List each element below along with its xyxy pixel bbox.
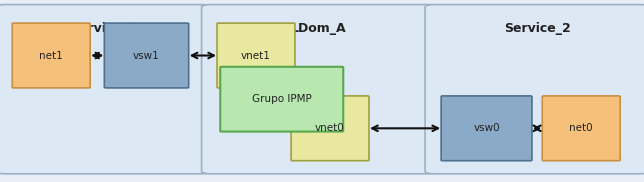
FancyBboxPatch shape xyxy=(441,96,532,161)
Text: vsw1: vsw1 xyxy=(133,51,160,60)
Text: Service_2: Service_2 xyxy=(504,22,571,35)
FancyBboxPatch shape xyxy=(0,5,211,174)
FancyBboxPatch shape xyxy=(217,23,295,88)
FancyBboxPatch shape xyxy=(104,23,189,88)
FancyBboxPatch shape xyxy=(12,23,90,88)
FancyBboxPatch shape xyxy=(220,67,343,132)
Text: LDom_A: LDom_A xyxy=(291,22,347,35)
Text: vsw0: vsw0 xyxy=(473,123,500,133)
FancyBboxPatch shape xyxy=(425,5,644,174)
Text: Service_1: Service_1 xyxy=(70,22,137,35)
Text: vnet1: vnet1 xyxy=(241,51,271,60)
FancyBboxPatch shape xyxy=(202,5,437,174)
FancyBboxPatch shape xyxy=(542,96,620,161)
Text: Grupo IPMP: Grupo IPMP xyxy=(252,94,312,104)
FancyBboxPatch shape xyxy=(291,96,369,161)
Text: net1: net1 xyxy=(39,51,63,60)
Text: vnet0: vnet0 xyxy=(315,123,345,133)
Text: net0: net0 xyxy=(569,123,593,133)
